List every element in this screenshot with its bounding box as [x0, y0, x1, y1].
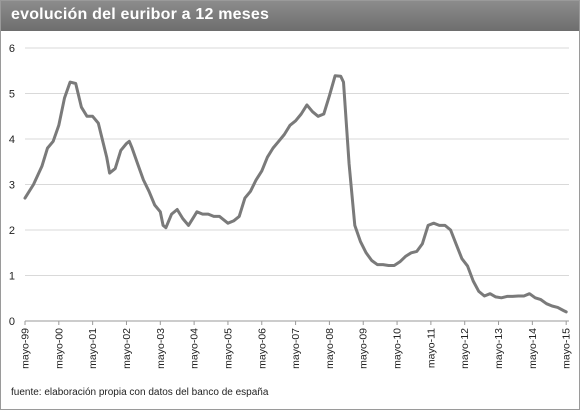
x-tick-label: mayo-10	[392, 328, 404, 369]
source-note: fuente: elaboración propia con datos del…	[11, 387, 269, 398]
y-tick-label: 2	[9, 225, 15, 237]
title-bar: evolución del euribor a 12 meses	[1, 1, 579, 31]
y-tick-label: 4	[9, 134, 15, 146]
y-tick-label: 0	[9, 316, 15, 328]
x-tick-label: mayo-06	[256, 328, 268, 369]
x-tick-label: mayo-12	[459, 328, 471, 369]
y-tick-label: 1	[9, 271, 15, 283]
x-tick-label: mayo-08	[324, 328, 336, 369]
chart-title: evolución del euribor a 12 meses	[11, 6, 270, 23]
x-tick-label: mayo-03	[155, 328, 167, 369]
y-tick-label: 6	[9, 43, 15, 55]
x-tick-label: mayo-00	[53, 328, 65, 369]
x-tick-label: mayo-05	[222, 328, 234, 369]
x-tick-label: mayo-15	[561, 328, 573, 369]
x-tick-label: mayo-99	[20, 328, 32, 369]
y-tick-label: 3	[9, 180, 15, 192]
x-tick-label: mayo-07	[290, 328, 302, 369]
x-tick-label: mayo-11	[425, 328, 437, 368]
line-chart: 0 1 2 3 4 5 6 mayo-99 mayo-00 mayo-01 mayo-02 mayo-…	[9, 43, 573, 369]
x-tick-label: mayo-02	[121, 328, 133, 369]
series-line-euribor	[23, 74, 568, 314]
x-tick-label: mayo-01	[87, 328, 99, 369]
x-tick-label: mayo-14	[527, 328, 539, 369]
y-tick-label: 5	[9, 89, 15, 101]
x-tick-label: mayo-09	[358, 328, 370, 369]
x-tick-label: mayo-13	[493, 328, 505, 369]
x-tick-label: mayo-04	[189, 328, 201, 369]
